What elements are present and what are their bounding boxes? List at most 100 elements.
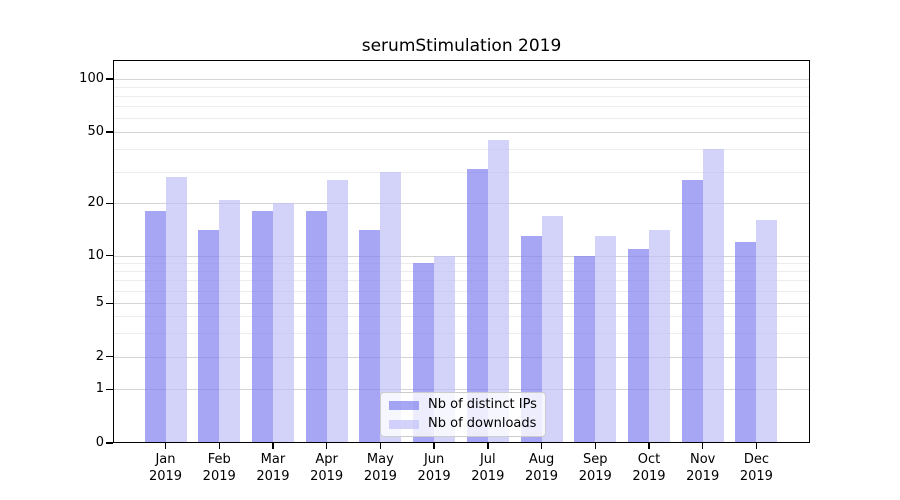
bar-distinct-ips-apr [305, 211, 327, 443]
x-tick-label-month: Jan [155, 452, 176, 467]
gridline-minor-70 [113, 106, 810, 108]
plot-area [113, 60, 810, 443]
bar-distinct-ips-jul [466, 169, 488, 443]
x-tick-label-aug: Aug 2019 [511, 451, 573, 485]
x-tick-may [379, 443, 382, 449]
bar-downloads-oct [648, 230, 670, 443]
bar-distinct-ips-nov [681, 179, 703, 443]
gridline-minor-9 [113, 262, 810, 264]
gridline-major-100 [113, 79, 810, 80]
gridline-minor-8 [113, 271, 810, 273]
gridline-major-50 [113, 132, 810, 133]
gridline-minor-7 [113, 280, 810, 282]
x-tick-label-month: Sep [582, 452, 608, 467]
legend-label-distinct-ips: Nb of distinct IPs [428, 397, 537, 412]
bar-downloads-aug [541, 215, 563, 443]
bar-downloads-apr [326, 179, 348, 443]
bar-downloads-may [380, 171, 402, 443]
y-tick-20 [106, 202, 113, 204]
x-tick-label-month: Jun [423, 452, 445, 467]
x-tick-label-jan: Jan 2019 [135, 451, 197, 485]
legend: Nb of distinct IPs Nb of downloads [380, 392, 546, 437]
bar-downloads-nov [702, 149, 724, 443]
y-tick-50 [106, 131, 113, 133]
x-tick-label-jul: Jul 2019 [457, 451, 519, 485]
x-tick-label-year: 2019 [417, 469, 451, 484]
legend-entry-downloads: Nb of downloads [386, 417, 539, 431]
y-tick-label-20: 20 [87, 195, 104, 211]
x-tick-label-month: Jul [479, 452, 496, 467]
x-tick-label-dec: Dec 2019 [725, 451, 787, 485]
x-tick-label-sep: Sep 2019 [564, 451, 626, 485]
legend-label-downloads: Nb of downloads [428, 416, 537, 431]
bar-distinct-ips-feb [198, 230, 220, 443]
x-tick-label-month: Dec [743, 452, 769, 467]
y-tick-label-0: 0 [95, 435, 104, 450]
x-tick-label-may: May 2019 [349, 451, 411, 485]
x-tick-label-year: 2019 [686, 469, 720, 484]
x-tick-label-year: 2019 [148, 469, 183, 484]
gridline-minor-3 [113, 333, 810, 335]
x-tick-label-month: Feb [207, 452, 231, 467]
y-tick-label-100: 100 [79, 71, 104, 86]
x-tick-label-month: Oct [637, 452, 661, 467]
bar-distinct-ips-jan [144, 211, 166, 443]
legend-swatch-downloads [389, 419, 419, 429]
x-tick-label-month: May [366, 452, 394, 467]
chart-title: serumStimulation 2019 [361, 36, 562, 56]
gridline-major-5 [113, 303, 810, 305]
bar-downloads-sep [595, 235, 617, 443]
x-tick-oct [648, 443, 650, 449]
gridline-minor-80 [113, 96, 810, 98]
gridline-minor-6 [113, 290, 810, 292]
gridline-minor-90 [113, 87, 810, 89]
x-tick-apr [325, 443, 328, 449]
bar-distinct-ips-oct [627, 248, 649, 443]
x-tick-label-apr: Apr 2019 [296, 451, 358, 485]
x-tick-label-feb: Feb 2019 [188, 451, 250, 485]
x-tick-label-year: 2019 [632, 469, 666, 484]
gridline-major-20 [113, 203, 810, 205]
x-tick-label-year: 2019 [256, 469, 290, 484]
bar-downloads-jan [165, 177, 187, 443]
x-tick-label-jun: Jun 2019 [403, 451, 465, 485]
x-tick-label-year: 2019 [363, 469, 397, 484]
gridline-minor-4 [113, 316, 810, 318]
x-tick-nov [702, 443, 704, 449]
y-tick-1 [106, 388, 113, 390]
bar-distinct-ips-sep [574, 255, 596, 443]
y-tick-10 [106, 255, 113, 257]
y-tick-label-2: 2 [95, 348, 104, 364]
gridline-major-10 [113, 255, 810, 257]
x-tick-label-year: 2019 [202, 469, 236, 484]
bar-downloads-jul [487, 140, 509, 443]
x-tick-label-mar: Mar 2019 [242, 451, 304, 485]
x-tick-label-year: 2019 [310, 469, 344, 484]
x-tick-feb [218, 443, 220, 449]
gridline-minor-40 [113, 149, 810, 151]
x-tick-label-nov: Nov 2019 [672, 451, 734, 485]
gridline-minor-30 [113, 171, 810, 173]
y-tick-100 [106, 78, 113, 80]
y-tick-label-50: 50 [87, 124, 104, 139]
bar-downloads-dec [756, 220, 778, 443]
bar-distinct-ips-mar [251, 211, 273, 443]
x-tick-label-month: Apr [315, 452, 338, 467]
x-tick-label-year: 2019 [578, 469, 612, 484]
x-tick-jun [433, 443, 435, 449]
x-tick-aug [540, 443, 543, 449]
bar-downloads-feb [219, 199, 241, 443]
x-tick-mar [272, 443, 274, 449]
bar-distinct-ips-aug [520, 235, 542, 443]
y-tick-0 [106, 442, 113, 444]
y-tick-label-10: 10 [87, 247, 104, 263]
x-tick-label-month: Nov [690, 452, 716, 467]
x-tick-dec [755, 443, 758, 449]
x-tick-label-year: 2019 [524, 469, 559, 484]
gridline-major-1 [113, 389, 810, 391]
bar-downloads-mar [272, 203, 294, 443]
x-tick-jan [164, 443, 167, 449]
x-tick-label-month: Aug [528, 452, 555, 467]
bar-distinct-ips-may [359, 230, 381, 443]
x-tick-sep [594, 443, 596, 449]
